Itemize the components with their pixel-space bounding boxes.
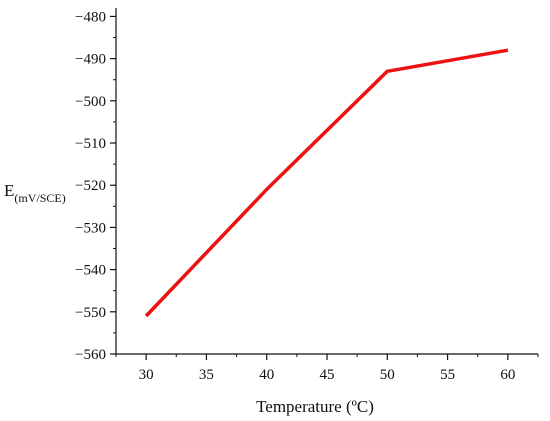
y-axis-title-sub: (mV/SCE) bbox=[14, 191, 65, 205]
y-tick-label: −500 bbox=[75, 94, 106, 110]
x-tick-label: 55 bbox=[440, 367, 455, 383]
y-tick-label: −480 bbox=[75, 9, 106, 25]
y-tick-label: −560 bbox=[75, 347, 106, 363]
x-ticks: 30 35 40 45 50 55 60 bbox=[115, 354, 539, 383]
y-tick-label: −540 bbox=[75, 263, 106, 279]
x-tick-label: 30 bbox=[139, 367, 154, 383]
x-axis-title: Temperature (ºC) bbox=[256, 397, 374, 416]
x-tick-label: 45 bbox=[320, 367, 335, 383]
series-layer bbox=[144, 48, 509, 318]
y-tick-label: −490 bbox=[75, 52, 106, 68]
x-tick-label: 60 bbox=[500, 367, 515, 383]
y-ticks: −480 −490 −500 −510 −520 −530 −540 −550 −560 bbox=[75, 9, 116, 363]
y-tick-label: −530 bbox=[75, 220, 106, 236]
x-tick-label: 35 bbox=[199, 367, 214, 383]
y-axis-title-main: E bbox=[4, 181, 14, 200]
y-tick-label: −520 bbox=[75, 178, 106, 194]
y-tick-label: −510 bbox=[75, 136, 106, 152]
y-tick-label: −550 bbox=[75, 305, 106, 321]
x-tick-label: 50 bbox=[380, 367, 395, 383]
series-line bbox=[144, 48, 509, 318]
plot-area: −480−490−500−510−520−530−540−550−560 30 3… bbox=[75, 8, 539, 383]
x-tick-label: 40 bbox=[259, 367, 274, 383]
y-axis-title: E(mV/SCE) bbox=[4, 181, 66, 205]
